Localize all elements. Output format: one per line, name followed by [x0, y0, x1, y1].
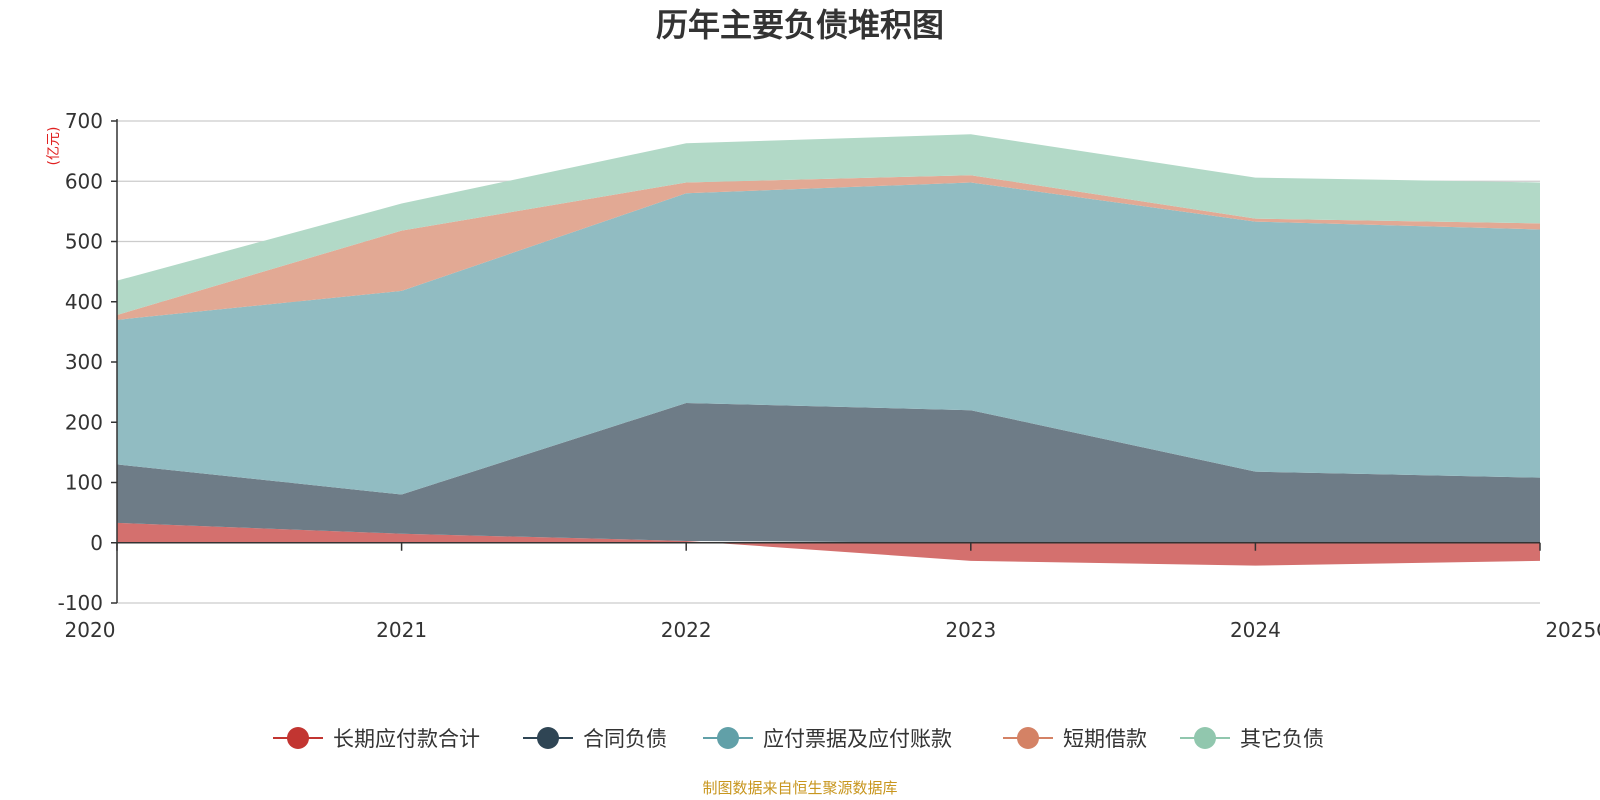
legend-marker-3 — [1017, 727, 1039, 749]
y-tick-label-1: 600 — [65, 169, 103, 193]
legend-item-4[interactable]: 其它负债 — [1180, 727, 1324, 751]
legend-item-2[interactable]: 应付票据及应付账款 — [703, 727, 952, 751]
legend-label-0: 长期应付款合计 — [333, 727, 480, 751]
legend-marker-0 — [287, 727, 309, 749]
legend-marker-1 — [537, 727, 559, 749]
source-note: 制图数据来自恒生聚源数据库 — [702, 779, 897, 797]
legend-marker-4 — [1194, 727, 1216, 749]
x-tick-label-4: 2024 — [1230, 618, 1281, 642]
y-tick-label-0: 700 — [65, 109, 103, 133]
legend-item-1[interactable]: 合同负债 — [523, 727, 667, 751]
x-tick-label-3: 2023 — [945, 618, 996, 642]
y-tick-label-5: 200 — [65, 410, 103, 434]
x-tick-label-5: 2025Q1 — [1545, 618, 1600, 642]
y-axis-ticks: 700 600 500 400 300 200 100 0 -100 — [58, 109, 117, 615]
x-axis-ticks: 2020 2021 2022 2023 2024 2025Q1 — [65, 542, 1600, 642]
area-series — [117, 134, 1540, 566]
y-tick-label-6: 100 — [65, 471, 103, 495]
y-tick-label-7: 0 — [90, 531, 103, 555]
x-tick-label-0: 2020 — [65, 618, 116, 642]
axes — [116, 119, 1540, 603]
chart-title: 历年主要负债堆积图 — [656, 6, 944, 44]
y-tick-label-2: 500 — [65, 230, 103, 254]
legend-label-4: 其它负债 — [1240, 727, 1324, 751]
legend: 长期应付款合计 合同负债 应付票据及应付账款 短期借款 其它负债 — [273, 727, 1324, 751]
area-series-4 — [117, 134, 1540, 316]
legend-label-3: 短期借款 — [1063, 727, 1147, 751]
legend-label-1: 合同负债 — [583, 727, 667, 751]
y-tick-label-8: -100 — [58, 591, 103, 615]
x-tick-label-2: 2022 — [661, 618, 712, 642]
area-series-3 — [117, 175, 1540, 320]
legend-label-2: 应付票据及应付账款 — [763, 727, 952, 751]
area-series-2 — [117, 182, 1540, 495]
legend-item-3[interactable]: 短期借款 — [1003, 727, 1147, 751]
legend-marker-2 — [717, 727, 739, 749]
y-tick-label-4: 300 — [65, 350, 103, 374]
legend-item-0[interactable]: 长期应付款合计 — [273, 727, 480, 751]
y-axis-unit-label: (亿元) — [46, 127, 62, 166]
area-series-0 — [117, 522, 1540, 566]
x-tick-label-1: 2021 — [376, 618, 427, 642]
area-series-1 — [117, 402, 1540, 543]
y-tick-label-3: 400 — [65, 290, 103, 314]
